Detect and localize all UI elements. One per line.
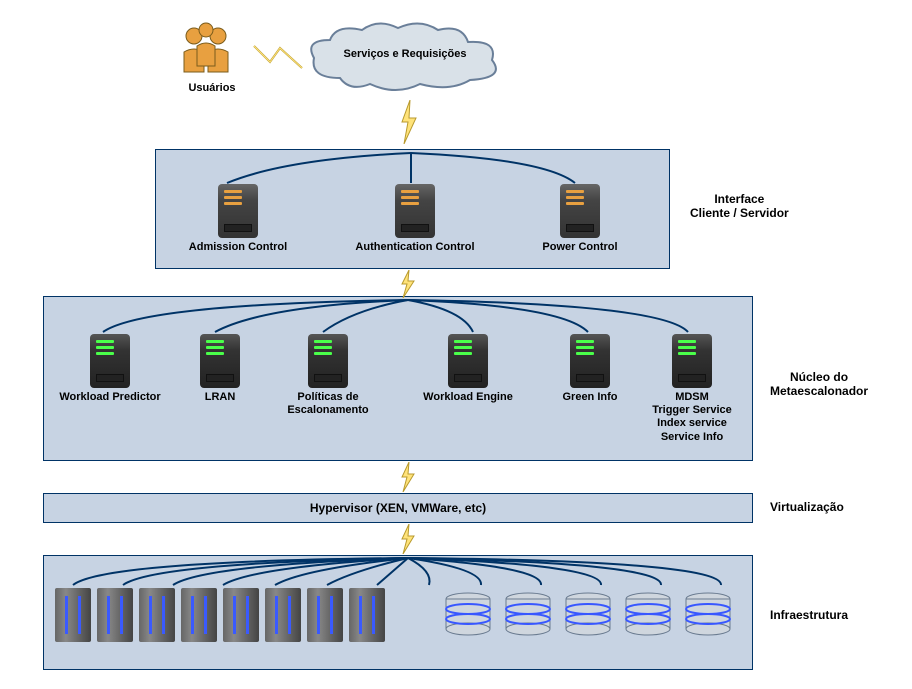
node-lran: LRAN <box>180 334 260 404</box>
database-icon <box>445 592 491 636</box>
tower-icon <box>97 588 133 642</box>
node-power: Power Control <box>520 184 640 254</box>
cloud-label: Serviços e Requisições <box>300 48 510 61</box>
tower-icon <box>139 588 175 642</box>
server-icon <box>448 334 488 388</box>
node-workload-predictor: Workload Predictor <box>45 334 175 404</box>
node-label: Power Control <box>542 241 617 254</box>
node-label: Workload Predictor <box>59 391 160 404</box>
node-label: Políticas deEscalonamento <box>287 391 368 417</box>
tower-icon <box>307 588 343 642</box>
node-label: MDSM Trigger Service Index service Servi… <box>652 391 732 444</box>
server-icon <box>560 184 600 238</box>
node-label: Workload Engine <box>423 391 513 404</box>
users-label: Usuários <box>172 82 252 95</box>
tower-icon <box>349 588 385 642</box>
bolt-icon <box>400 100 418 144</box>
layer-virt-label: Virtualização <box>770 500 844 514</box>
server-icon <box>218 184 258 238</box>
node-label: Admission Control <box>189 241 287 254</box>
node-auth: Authentication Control <box>340 184 490 254</box>
database-icon <box>685 592 731 636</box>
server-icon <box>395 184 435 238</box>
infra-towers <box>55 588 385 642</box>
node-label: LRAN <box>205 391 236 404</box>
node-admission: Admission Control <box>178 184 298 254</box>
layer4-edges <box>43 555 753 591</box>
layer-core-label: Núcleo doMetaescalonador <box>770 370 868 398</box>
server-icon <box>90 334 130 388</box>
cloud: Serviços e Requisições <box>300 18 510 98</box>
node-label: Authentication Control <box>355 241 474 254</box>
layer-infra-label: Infraestrutura <box>770 608 848 622</box>
server-icon <box>570 334 610 388</box>
bolt-icon <box>400 270 416 298</box>
bolt-icon <box>400 462 416 492</box>
layer-virt-box: Hypervisor (XEN, VMWare, etc) <box>43 493 753 523</box>
tower-icon <box>55 588 91 642</box>
node-green-info: Green Info <box>540 334 640 404</box>
zigzag-connector <box>252 40 304 76</box>
server-icon <box>308 334 348 388</box>
users-group: Usuários <box>172 22 252 95</box>
database-icon <box>565 592 611 636</box>
server-icon <box>672 334 712 388</box>
server-icon <box>200 334 240 388</box>
tower-icon <box>223 588 259 642</box>
tower-icon <box>181 588 217 642</box>
tower-icon <box>265 588 301 642</box>
node-workload-engine: Workload Engine <box>408 334 528 404</box>
bolt-icon <box>400 524 416 554</box>
node-mdsm: MDSM Trigger Service Index service Servi… <box>632 334 752 444</box>
infra-dbs <box>445 592 731 636</box>
database-icon <box>505 592 551 636</box>
node-label: Green Info <box>562 391 617 404</box>
database-icon <box>625 592 671 636</box>
hypervisor-label: Hypervisor (XEN, VMWare, etc) <box>310 501 486 515</box>
layer-interface-label: InterfaceCliente / Servidor <box>690 192 789 220</box>
users-icon <box>172 22 242 82</box>
node-policies: Políticas deEscalonamento <box>268 334 388 417</box>
